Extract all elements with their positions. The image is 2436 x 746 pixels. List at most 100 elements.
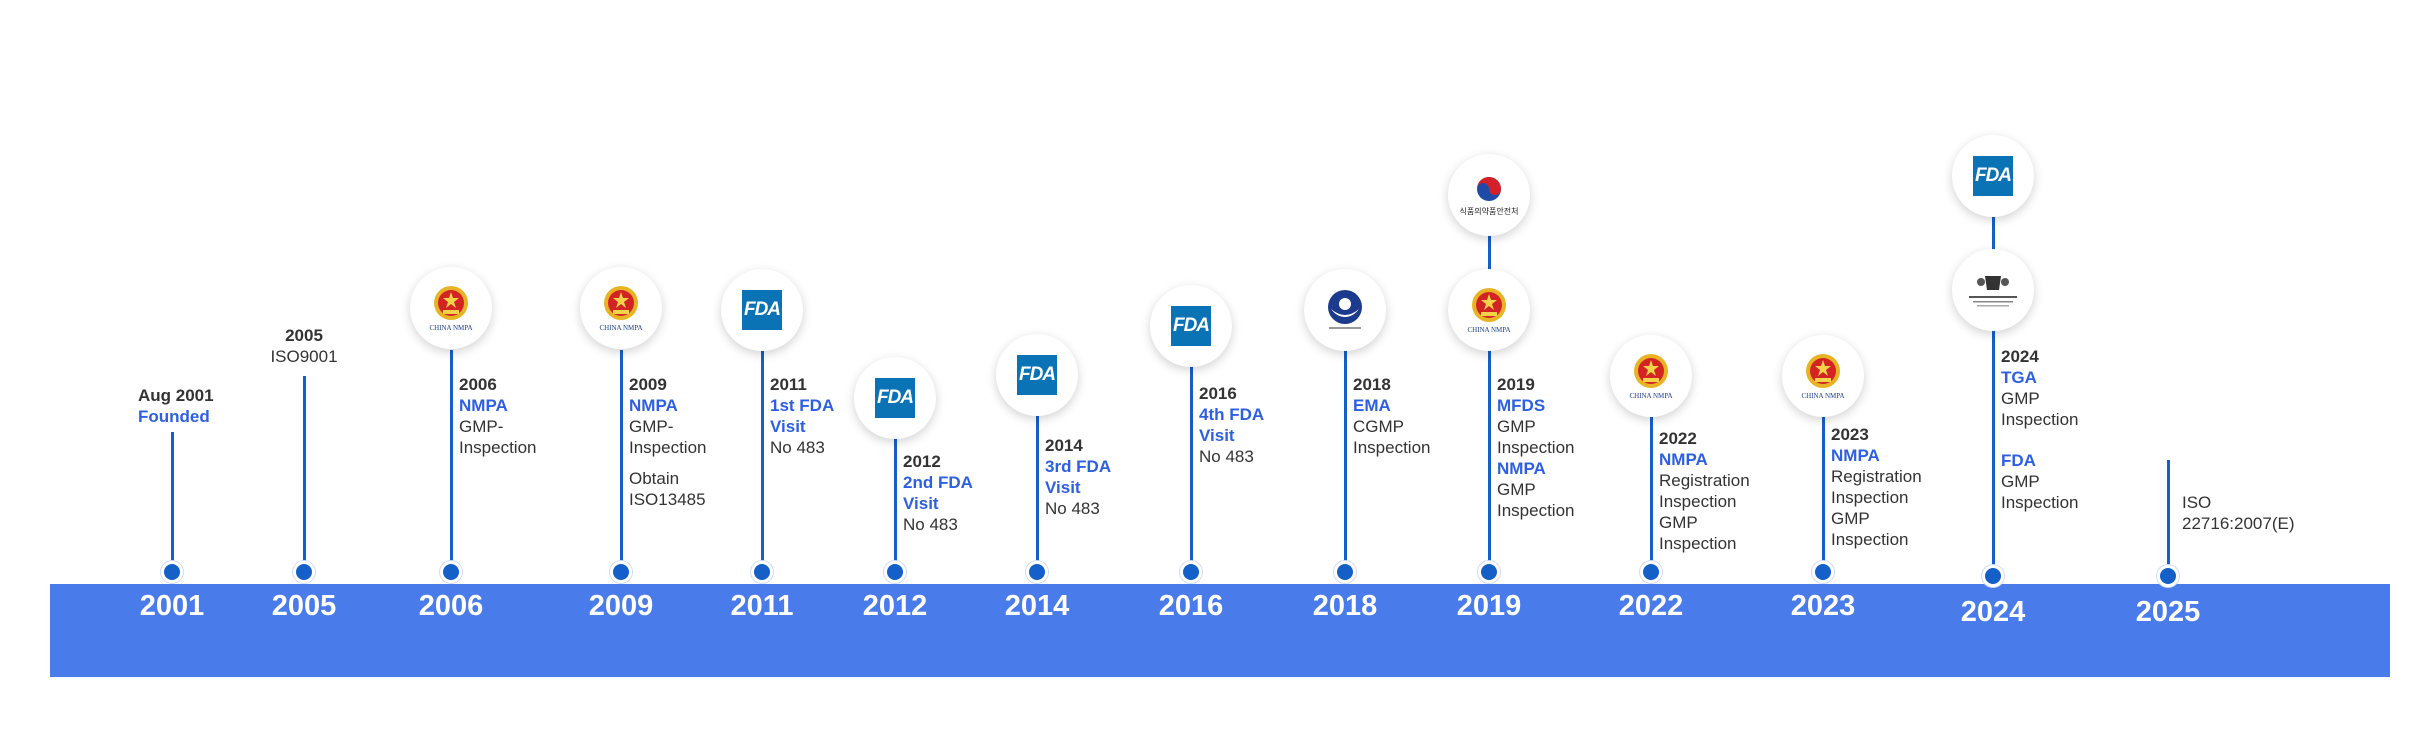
event-line: Inspection bbox=[1831, 530, 1909, 549]
timeline-dot bbox=[440, 561, 462, 583]
regulator-logo-fda: FDA bbox=[721, 269, 803, 351]
china-nmpa-emblem-icon: CHINA NMPA bbox=[1467, 286, 1511, 334]
timeline-stem bbox=[170, 432, 174, 572]
event-line: 2006 bbox=[459, 375, 497, 394]
event-description: ISO 22716:2007(E) bbox=[2182, 492, 2294, 534]
event-line: ISO bbox=[2182, 493, 2212, 512]
regulator-logo-nmpa: CHINA NMPA bbox=[1610, 335, 1692, 417]
spacer bbox=[629, 458, 707, 468]
timeline-dot bbox=[751, 561, 773, 583]
event-line: No 483 bbox=[1199, 447, 1254, 466]
mfds-logo-icon: 식품의약품안전처 bbox=[1460, 174, 1518, 217]
timeline-stem bbox=[1487, 350, 1491, 572]
logo-connector bbox=[1991, 176, 1995, 290]
fda-logo-icon: FDA bbox=[1171, 306, 1211, 346]
event-line: Founded bbox=[138, 407, 210, 426]
timeline-stem bbox=[1991, 330, 1995, 576]
timeline-stem bbox=[2166, 460, 2170, 576]
event-line: 3rd FDA bbox=[1045, 457, 1112, 476]
regulator-logo-fda: FDA bbox=[1952, 135, 2034, 217]
china-nmpa-emblem-icon: CHINA NMPA bbox=[599, 284, 643, 332]
event-description: 2011 1st FDA Visit No 483 bbox=[770, 374, 834, 458]
event-description: 2023 NMPA Registration Inspection GMP Inspect… bbox=[1831, 424, 1922, 550]
year-label: 2019 bbox=[1456, 590, 1522, 622]
timeline-dot bbox=[1180, 561, 1202, 583]
event-line: GMP bbox=[1659, 513, 1698, 532]
event-line: TGA bbox=[2001, 368, 2037, 387]
year-label: 2022 bbox=[1618, 590, 1684, 622]
timeline-stem bbox=[1343, 350, 1347, 572]
event-line: EMA bbox=[1353, 396, 1391, 415]
logo-connector bbox=[1487, 195, 1491, 310]
event-description: 2009 NMPA GMP- Inspection Obtain ISO13485 bbox=[629, 374, 707, 510]
event-line: Inspection bbox=[2001, 493, 2079, 512]
regulator-logo-nmpa: CHINA NMPA bbox=[580, 267, 662, 349]
event-description: Aug 2001 Founded bbox=[138, 385, 214, 427]
regulator-logo-mfds: 식품의약품안전처 bbox=[1448, 154, 1530, 236]
event-description: 2024 TGA GMP Inspection FDA GMP Inspection bbox=[2001, 346, 2079, 513]
event-description: 2005 ISO9001 bbox=[268, 325, 340, 367]
event-description: 2014 3rd FDA Visit No 483 bbox=[1045, 435, 1111, 519]
regulator-logo-fda: FDA bbox=[854, 357, 936, 439]
event-line: ISO9001 bbox=[270, 347, 338, 366]
fda-logo-icon: FDA bbox=[1973, 156, 2013, 196]
fda-logo-icon: FDA bbox=[742, 290, 782, 330]
timeline-dot bbox=[1026, 561, 1048, 583]
timeline-dot bbox=[1334, 561, 1356, 583]
ema-logo-icon bbox=[1321, 287, 1369, 333]
spacer bbox=[2001, 430, 2079, 440]
timeline-stem bbox=[760, 350, 764, 572]
event-line: 2011 bbox=[770, 375, 807, 394]
timeline-stem bbox=[302, 376, 306, 572]
year-label: 2009 bbox=[588, 590, 654, 622]
event-line: Inspection bbox=[1659, 534, 1737, 553]
event-line: Obtain bbox=[629, 469, 680, 488]
timeline-stem bbox=[449, 350, 453, 572]
event-line: 2012 bbox=[903, 452, 941, 471]
event-line: NMPA bbox=[1831, 446, 1880, 465]
regulator-logo-fda: FDA bbox=[996, 334, 1078, 416]
event-line: Inspection bbox=[1497, 501, 1575, 520]
event-line: Registration bbox=[1831, 467, 1922, 486]
event-line: 2014 bbox=[1045, 436, 1083, 455]
timeline-stem bbox=[1189, 366, 1193, 572]
fda-logo-icon: FDA bbox=[1017, 355, 1057, 395]
event-description: 2006 NMPA GMP- Inspection bbox=[459, 374, 537, 458]
year-label: 2005 bbox=[271, 590, 337, 622]
timeline-stem bbox=[1649, 416, 1653, 572]
event-line: Inspection bbox=[1831, 488, 1909, 507]
timeline-dot bbox=[1640, 561, 1662, 583]
timeline-dot bbox=[610, 561, 632, 583]
year-label: 2012 bbox=[862, 590, 928, 622]
event-line: 1st FDA bbox=[770, 396, 835, 415]
event-line: FDA bbox=[2001, 451, 2036, 470]
timeline-dot bbox=[884, 561, 906, 583]
event-line: 4th FDA bbox=[1199, 405, 1265, 424]
timeline-stem bbox=[1821, 416, 1825, 572]
regulator-logo-nmpa: CHINA NMPA bbox=[1782, 335, 1864, 417]
event-line: GMP bbox=[1497, 417, 1536, 436]
event-line: GMP bbox=[1497, 480, 1536, 499]
year-label: 2024 bbox=[1960, 596, 2026, 628]
year-label: 2018 bbox=[1312, 590, 1378, 622]
event-line: Visit bbox=[1045, 478, 1081, 497]
event-line: 2nd FDA bbox=[903, 473, 973, 492]
spacer bbox=[2001, 440, 2079, 450]
event-line: GMP- bbox=[459, 417, 504, 436]
event-line: Inspection bbox=[1497, 438, 1575, 457]
event-line: MFDS bbox=[1497, 396, 1546, 415]
event-line: 2018 bbox=[1353, 375, 1391, 394]
event-line: GMP bbox=[1831, 509, 1870, 528]
event-line: CGMP bbox=[1353, 417, 1404, 436]
timeline-dot bbox=[1478, 561, 1500, 583]
event-line: 2009 bbox=[629, 375, 667, 394]
timeline-dot bbox=[161, 561, 183, 583]
event-line: Inspection bbox=[2001, 410, 2079, 429]
event-description: 2019 MFDS GMP Inspection NMPA GMP Inspection bbox=[1497, 374, 1575, 521]
timeline-dot bbox=[2157, 565, 2179, 587]
event-description: 2016 4th FDA Visit No 483 bbox=[1199, 383, 1264, 467]
event-line: 2024 bbox=[2001, 347, 2039, 366]
tga-crest-icon bbox=[1963, 270, 2023, 310]
year-label: 2023 bbox=[1790, 590, 1856, 622]
